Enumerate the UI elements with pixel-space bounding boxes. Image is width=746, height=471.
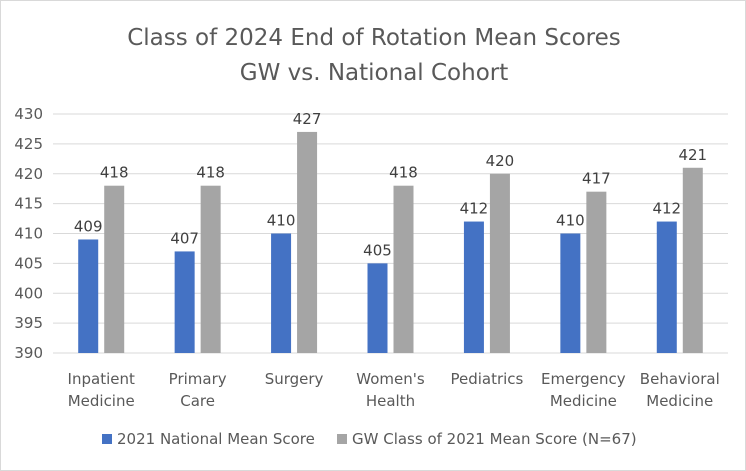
bar-series2-cat6 [586, 191, 607, 353]
y-tick-label-415: 415 [14, 195, 43, 213]
y-tick-label-395: 395 [14, 314, 43, 332]
data-label-series1-cat6: 410 [556, 212, 585, 230]
data-label-series2-cat3: 427 [293, 110, 322, 128]
data-label-series1-cat2: 407 [170, 229, 199, 247]
data-label-series1-cat1: 409 [74, 217, 103, 235]
category-label-4-line-1: Women's [356, 370, 425, 388]
bar-series2-cat1 [104, 185, 125, 353]
y-tick-label-410: 410 [14, 225, 43, 243]
legend-swatch-1 [102, 434, 112, 444]
data-label-series1-cat3: 410 [267, 212, 296, 230]
bar-series1-cat2 [174, 251, 195, 353]
legend-swatch-2 [337, 434, 347, 444]
data-label-series1-cat5: 412 [460, 200, 489, 218]
y-tick-label-400: 400 [14, 284, 43, 302]
data-label-series2-cat6: 417 [582, 170, 611, 188]
category-label-3-line-1: Surgery [265, 370, 324, 388]
category-label-2-line-1: Primary [169, 370, 227, 388]
y-tick-label-390: 390 [14, 344, 43, 362]
bar-series1-cat7 [656, 221, 677, 353]
category-label-2-line-2: Care [180, 392, 215, 410]
category-label-4-line-2: Health [366, 392, 415, 410]
data-label-series2-cat4: 418 [389, 164, 418, 182]
category-label-5-line-1: Pediatrics [450, 370, 523, 388]
bar-series1-cat1 [78, 239, 99, 353]
chart-title-line-2: GW vs. National Cohort [240, 60, 509, 86]
bar-series1-cat5 [463, 221, 484, 353]
y-tick-label-405: 405 [14, 254, 43, 272]
category-label-7-line-1: Behavioral [640, 370, 720, 388]
data-label-series2-cat2: 418 [196, 164, 225, 182]
y-tick-label-425: 425 [14, 135, 43, 153]
bar-series1-cat4 [367, 263, 388, 353]
chart-title-line-1: Class of 2024 End of Rotation Mean Score… [127, 25, 621, 51]
category-label-1-line-2: Medicine [68, 392, 135, 410]
data-label-series2-cat7: 421 [678, 146, 707, 164]
bar-series2-cat3 [297, 131, 318, 353]
category-label-6-line-2: Medicine [550, 392, 617, 410]
bar-series2-cat2 [200, 185, 221, 353]
category-label-6-line-1: Emergency [541, 370, 626, 388]
category-label-7-line-2: Medicine [646, 392, 713, 410]
data-label-series1-cat7: 412 [652, 200, 681, 218]
data-label-series2-cat1: 418 [100, 164, 129, 182]
bar-series2-cat7 [682, 167, 703, 353]
legend-label-2: GW Class of 2021 Mean Score (N=67) [352, 430, 637, 448]
y-tick-label-420: 420 [14, 165, 43, 183]
bar-series2-cat4 [393, 185, 414, 353]
bar-series2-cat5 [489, 173, 510, 353]
data-label-series1-cat4: 405 [363, 241, 392, 259]
category-label-1-line-1: Inpatient [68, 370, 135, 388]
bar-series1-cat3 [271, 233, 292, 353]
data-label-series2-cat5: 420 [486, 152, 515, 170]
legend-label-1: 2021 National Mean Score [117, 430, 315, 448]
y-tick-label-430: 430 [14, 105, 43, 123]
bar-series1-cat6 [560, 233, 581, 353]
